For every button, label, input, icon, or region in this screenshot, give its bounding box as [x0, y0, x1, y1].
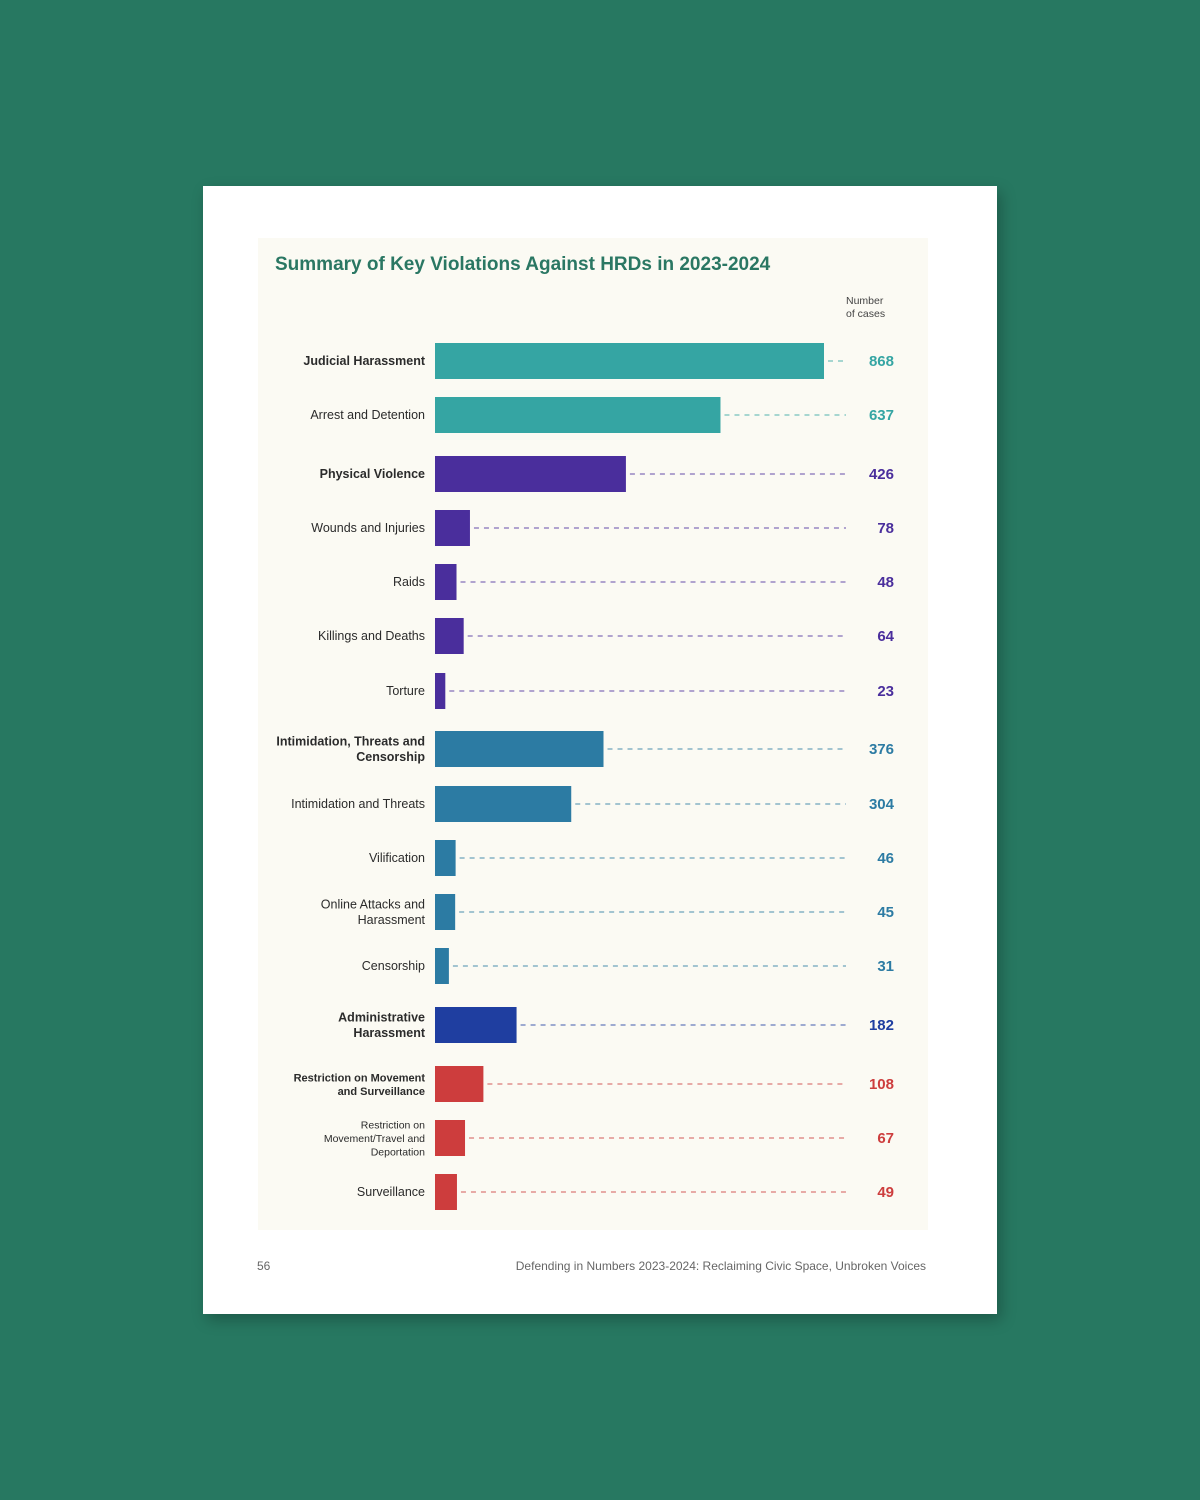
- value-label-restriction-on-movement-travel-and-deportation: 67: [877, 1130, 894, 1147]
- bar-wounds-and-injuries: [435, 510, 470, 546]
- category-label-administrative-harassment: Administrative Harassment: [338, 1010, 426, 1040]
- value-label-raids: 48: [877, 574, 894, 591]
- category-label-judicial-harassment: Judicial Harassment: [303, 354, 425, 368]
- category-label-intimidation-threats-and-censorship: Intimidation, Threats and Censorship: [276, 734, 425, 764]
- category-label-vilification: Vilification: [369, 851, 425, 865]
- bar-surveillance: [435, 1174, 457, 1210]
- report-page: Summary of Key Violations Against HRDs i…: [203, 186, 997, 1314]
- category-label-raids: Raids: [393, 575, 425, 589]
- value-label-intimidation-and-threats: 304: [869, 796, 895, 813]
- bar-chart: 868 Judicial Harassment 637 Arrest and Dete…: [276, 343, 895, 1210]
- value-label-censorship: 31: [877, 958, 894, 975]
- value-axis-label: Number of cases: [846, 295, 886, 320]
- bar-administrative-harassment: [435, 1007, 517, 1043]
- bar-physical-violence: [435, 456, 626, 492]
- value-label-online-attacks-and-harassment: 45: [877, 904, 894, 921]
- bar-censorship: [435, 948, 449, 984]
- category-label-censorship: Censorship: [362, 959, 425, 973]
- value-label-physical-violence: 426: [869, 466, 894, 483]
- bar-arrest-and-detention: [435, 397, 721, 433]
- category-label-torture: Torture: [386, 684, 425, 698]
- category-label-restriction-on-movement-travel-and-deportation: Restriction on Movement/Travel and Deporta…: [324, 1120, 425, 1159]
- category-label-surveillance: Surveillance: [357, 1185, 425, 1199]
- bar-restriction-on-movement-and-surveillance: [435, 1066, 484, 1102]
- bar-intimidation-and-threats: [435, 786, 572, 822]
- bar-intimidation-threats-and-censorship: [435, 731, 604, 767]
- bar-torture: [435, 673, 446, 709]
- value-label-torture: 23: [877, 683, 894, 700]
- bar-raids: [435, 564, 457, 600]
- category-label-physical-violence: Physical Violence: [320, 467, 425, 481]
- bar-restriction-on-movement-travel-and-deportation: [435, 1120, 466, 1156]
- category-label-restriction-on-movement-and-surveillance: Restriction on Movement and Surveillance: [294, 1072, 426, 1098]
- page-number: 56: [257, 1259, 271, 1273]
- value-label-vilification: 46: [877, 850, 894, 867]
- category-label-online-attacks-and-harassment: Online Attacks and Harassment: [321, 897, 426, 927]
- bar-vilification: [435, 840, 456, 876]
- value-label-judicial-harassment: 868: [869, 353, 894, 370]
- bar-killings-and-deaths: [435, 618, 464, 654]
- category-label-arrest-and-detention: Arrest and Detention: [310, 408, 425, 422]
- bar-online-attacks-and-harassment: [435, 894, 456, 930]
- value-label-wounds-and-injuries: 78: [877, 520, 894, 537]
- bar-judicial-harassment: [435, 343, 824, 379]
- category-label-intimidation-and-threats: Intimidation and Threats: [291, 797, 425, 811]
- footer-title: Defending in Numbers 2023-2024: Reclaimi…: [515, 1259, 926, 1273]
- value-label-administrative-harassment: 182: [869, 1017, 894, 1034]
- value-label-intimidation-threats-and-censorship: 376: [869, 741, 894, 758]
- value-label-arrest-and-detention: 637: [869, 407, 894, 424]
- category-label-wounds-and-injuries: Wounds and Injuries: [311, 521, 425, 535]
- value-label-killings-and-deaths: 64: [877, 628, 894, 645]
- category-label-killings-and-deaths: Killings and Deaths: [318, 629, 425, 643]
- chart-title: Summary of Key Violations Against HRDs i…: [275, 254, 771, 275]
- value-label-surveillance: 49: [877, 1184, 894, 1201]
- value-label-restriction-on-movement-and-surveillance: 108: [869, 1076, 894, 1093]
